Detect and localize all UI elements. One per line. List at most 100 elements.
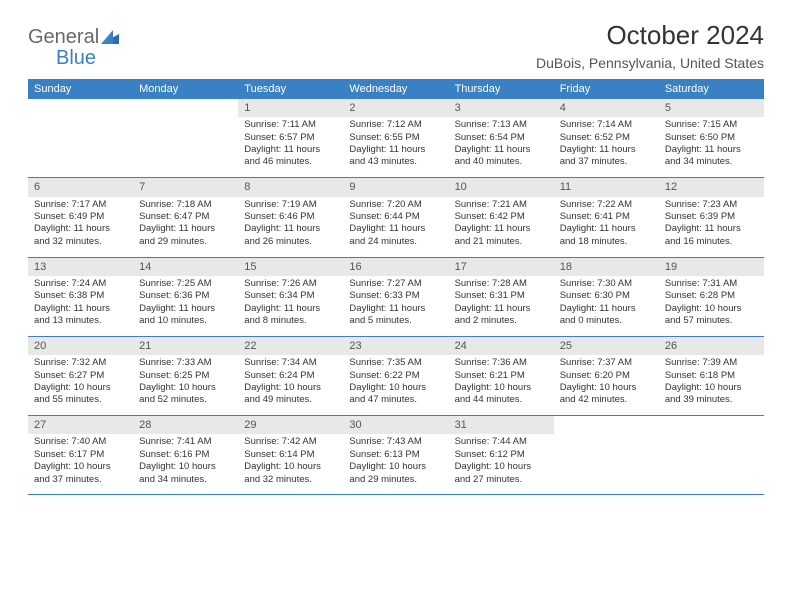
sunrise-text: Sunrise: 7:24 AM: [34, 278, 127, 290]
daylight-text: Daylight: 11 hours and 34 minutes.: [665, 144, 758, 169]
location-text: DuBois, Pennsylvania, United States: [536, 55, 764, 71]
sunrise-text: Sunrise: 7:44 AM: [455, 436, 548, 448]
day-number: 20: [28, 336, 133, 355]
daylight-text: Daylight: 10 hours and 29 minutes.: [349, 461, 442, 486]
sunrise-text: Sunrise: 7:17 AM: [34, 199, 127, 211]
sunset-text: Sunset: 6:54 PM: [455, 132, 548, 144]
day-detail: Sunrise: 7:13 AMSunset: 6:54 PMDaylight:…: [449, 117, 554, 178]
day-number: 4: [554, 99, 659, 117]
day-detail: Sunrise: 7:26 AMSunset: 6:34 PMDaylight:…: [238, 276, 343, 337]
sunrise-text: Sunrise: 7:43 AM: [349, 436, 442, 448]
detail-row: Sunrise: 7:32 AMSunset: 6:27 PMDaylight:…: [28, 355, 764, 416]
day-number: 25: [554, 336, 659, 355]
sunset-text: Sunset: 6:25 PM: [139, 370, 232, 382]
sunrise-text: Sunrise: 7:33 AM: [139, 357, 232, 369]
day-detail: [659, 434, 764, 495]
sunrise-text: Sunrise: 7:12 AM: [349, 119, 442, 131]
sunrise-text: Sunrise: 7:23 AM: [665, 199, 758, 211]
sunrise-text: Sunrise: 7:34 AM: [244, 357, 337, 369]
daylight-text: Daylight: 11 hours and 32 minutes.: [34, 223, 127, 248]
sunrise-text: Sunrise: 7:31 AM: [665, 278, 758, 290]
daylight-text: Daylight: 10 hours and 32 minutes.: [244, 461, 337, 486]
sunset-text: Sunset: 6:24 PM: [244, 370, 337, 382]
sunrise-text: Sunrise: 7:28 AM: [455, 278, 548, 290]
sunset-text: Sunset: 6:41 PM: [560, 211, 653, 223]
day-detail: Sunrise: 7:32 AMSunset: 6:27 PMDaylight:…: [28, 355, 133, 416]
sunset-text: Sunset: 6:44 PM: [349, 211, 442, 223]
sunset-text: Sunset: 6:42 PM: [455, 211, 548, 223]
day-number: 3: [449, 99, 554, 117]
daylight-text: Daylight: 10 hours and 42 minutes.: [560, 382, 653, 407]
day-number: 30: [343, 416, 448, 435]
daylight-text: Daylight: 11 hours and 26 minutes.: [244, 223, 337, 248]
dayhdr-thu: Thursday: [449, 79, 554, 99]
daylight-text: Daylight: 11 hours and 24 minutes.: [349, 223, 442, 248]
sunset-text: Sunset: 6:38 PM: [34, 290, 127, 302]
sunset-text: Sunset: 6:20 PM: [560, 370, 653, 382]
day-number: [554, 416, 659, 435]
sunset-text: Sunset: 6:30 PM: [560, 290, 653, 302]
sunset-text: Sunset: 6:18 PM: [665, 370, 758, 382]
day-detail: Sunrise: 7:36 AMSunset: 6:21 PMDaylight:…: [449, 355, 554, 416]
day-detail: Sunrise: 7:21 AMSunset: 6:42 PMDaylight:…: [449, 197, 554, 258]
daylight-text: Daylight: 11 hours and 40 minutes.: [455, 144, 548, 169]
day-detail: Sunrise: 7:31 AMSunset: 6:28 PMDaylight:…: [659, 276, 764, 337]
header: GeneralBlue October 2024 DuBois, Pennsyl…: [28, 20, 764, 71]
day-detail: Sunrise: 7:12 AMSunset: 6:55 PMDaylight:…: [343, 117, 448, 178]
sunrise-text: Sunrise: 7:30 AM: [560, 278, 653, 290]
day-number: 7: [133, 178, 238, 197]
sunrise-text: Sunrise: 7:25 AM: [139, 278, 232, 290]
day-detail: Sunrise: 7:14 AMSunset: 6:52 PMDaylight:…: [554, 117, 659, 178]
sunrise-text: Sunrise: 7:11 AM: [244, 119, 337, 131]
day-detail: Sunrise: 7:18 AMSunset: 6:47 PMDaylight:…: [133, 197, 238, 258]
dayhdr-mon: Monday: [133, 79, 238, 99]
day-detail: Sunrise: 7:43 AMSunset: 6:13 PMDaylight:…: [343, 434, 448, 495]
day-number: 11: [554, 178, 659, 197]
sunset-text: Sunset: 6:36 PM: [139, 290, 232, 302]
sunrise-text: Sunrise: 7:21 AM: [455, 199, 548, 211]
dayhdr-sat: Saturday: [659, 79, 764, 99]
logo-mark-icon: [101, 30, 119, 49]
daylight-text: Daylight: 10 hours and 39 minutes.: [665, 382, 758, 407]
sunset-text: Sunset: 6:46 PM: [244, 211, 337, 223]
day-detail: Sunrise: 7:33 AMSunset: 6:25 PMDaylight:…: [133, 355, 238, 416]
sunset-text: Sunset: 6:21 PM: [455, 370, 548, 382]
daylight-text: Daylight: 11 hours and 13 minutes.: [34, 303, 127, 328]
daylight-text: Daylight: 11 hours and 37 minutes.: [560, 144, 653, 169]
dayhdr-sun: Sunday: [28, 79, 133, 99]
sunrise-text: Sunrise: 7:18 AM: [139, 199, 232, 211]
sunset-text: Sunset: 6:39 PM: [665, 211, 758, 223]
day-detail: Sunrise: 7:27 AMSunset: 6:33 PMDaylight:…: [343, 276, 448, 337]
day-detail: Sunrise: 7:35 AMSunset: 6:22 PMDaylight:…: [343, 355, 448, 416]
sunset-text: Sunset: 6:52 PM: [560, 132, 653, 144]
detail-row: Sunrise: 7:11 AMSunset: 6:57 PM Daylight:…: [28, 117, 764, 178]
day-detail: Sunrise: 7:15 AMSunset: 6:50 PMDaylight:…: [659, 117, 764, 178]
dayhdr-fri: Friday: [554, 79, 659, 99]
day-detail: Sunrise: 7:39 AMSunset: 6:18 PMDaylight:…: [659, 355, 764, 416]
daylight-text: Daylight: 10 hours and 55 minutes.: [34, 382, 127, 407]
daylight-text: Daylight: 11 hours and 5 minutes.: [349, 303, 442, 328]
detail-row: Sunrise: 7:17 AMSunset: 6:49 PMDaylight:…: [28, 197, 764, 258]
sunset-text: Sunset: 6:13 PM: [349, 449, 442, 461]
daylight-text: Daylight: 10 hours and 37 minutes.: [34, 461, 127, 486]
logo-text-blue: Blue: [56, 47, 96, 70]
day-header-row: Sunday Monday Tuesday Wednesday Thursday…: [28, 79, 764, 99]
sunset-text: Sunset: 6:14 PM: [244, 449, 337, 461]
sunrise-text: Sunrise: 7:37 AM: [560, 357, 653, 369]
day-number: 10: [449, 178, 554, 197]
day-number: 31: [449, 416, 554, 435]
daylight-text: Daylight: 10 hours and 57 minutes.: [665, 303, 758, 328]
day-number: 23: [343, 336, 448, 355]
sunset-text: Sunset: 6:55 PM: [349, 132, 442, 144]
daylight-text: Daylight: 11 hours and 29 minutes.: [139, 223, 232, 248]
day-number: 29: [238, 416, 343, 435]
daynum-row: 13141516171819: [28, 257, 764, 276]
day-detail: Sunrise: 7:19 AMSunset: 6:46 PMDaylight:…: [238, 197, 343, 258]
day-number: 8: [238, 178, 343, 197]
day-detail: Sunrise: 7:28 AMSunset: 6:31 PMDaylight:…: [449, 276, 554, 337]
day-detail: Sunrise: 7:37 AMSunset: 6:20 PMDaylight:…: [554, 355, 659, 416]
day-number: 12: [659, 178, 764, 197]
sunset-text: Sunset: 6:57 PM: [244, 132, 337, 144]
daylight-text: Daylight: 11 hours and 16 minutes.: [665, 223, 758, 248]
sunrise-text: Sunrise: 7:27 AM: [349, 278, 442, 290]
